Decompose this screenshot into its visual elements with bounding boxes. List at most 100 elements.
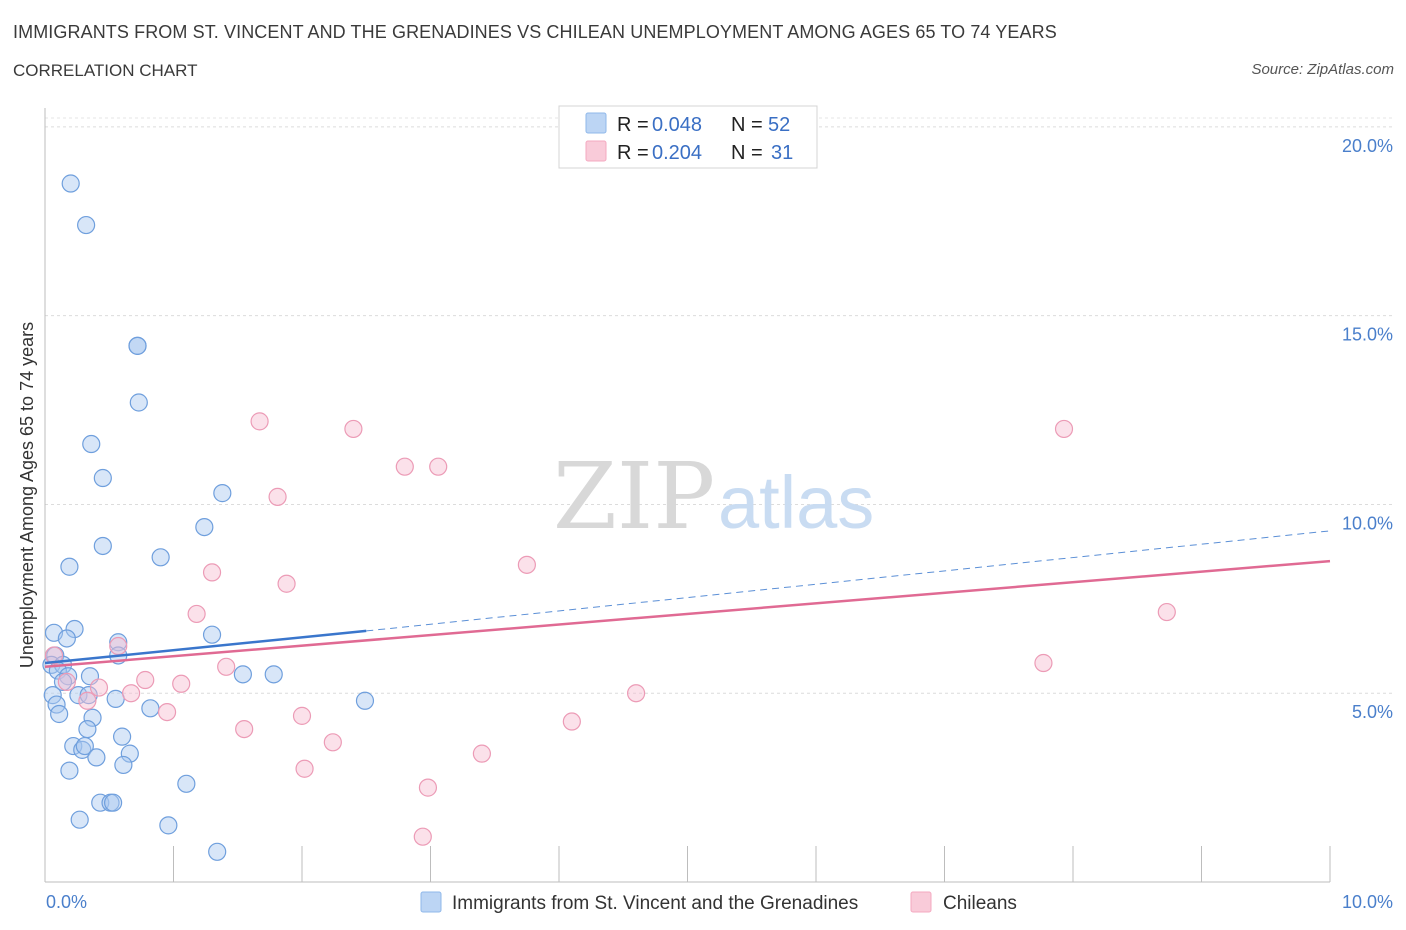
point-st-vincent (93, 536, 112, 556)
point-chilean (626, 684, 646, 703)
point-st-vincent (50, 704, 69, 724)
point-chilean (268, 487, 287, 506)
y-tick-label: 20.0% (1342, 136, 1393, 156)
y-tick-label: 15.0% (1342, 325, 1393, 345)
point-st-vincent (208, 842, 227, 861)
point-st-vincent (70, 810, 89, 829)
point-chilean (78, 691, 97, 710)
point-chilean (136, 670, 155, 690)
point-st-vincent (202, 625, 222, 644)
point-st-vincent (128, 336, 147, 355)
point-chilean (44, 646, 64, 665)
point-st-vincent (112, 727, 132, 746)
point-st-vincent (82, 434, 101, 454)
stats-legend: R = 0.048 N = 52 R = 0.204 N = 31 (558, 105, 818, 169)
point-chilean (89, 678, 109, 697)
point-chilean (250, 412, 269, 431)
point-st-vincent (78, 719, 97, 739)
legend-r-value: 0.048 (652, 114, 702, 136)
legend-swatch-blue (585, 112, 607, 134)
point-st-vincent (151, 548, 170, 567)
point-chilean (472, 744, 491, 763)
point-st-vincent (59, 667, 78, 686)
point-st-vincent (141, 699, 160, 718)
point-chilean (172, 674, 191, 693)
point-chilean (295, 759, 314, 778)
legend-swatch-pink (585, 140, 607, 162)
point-chilean (57, 672, 76, 691)
trend-lines (44, 530, 1331, 669)
point-chilean (292, 706, 312, 725)
grid-lines (45, 117, 1392, 694)
axes: 5.0% 10.0% 15.0% 20.0% 0.0% 10.0% (44, 108, 1393, 912)
point-st-vincent (120, 744, 139, 763)
point-chilean (562, 712, 581, 731)
y-tick-label: 10.0% (1342, 513, 1393, 533)
watermark: ZIP atlas (553, 443, 874, 550)
point-st-vincent (79, 686, 98, 705)
chart-title: IMMIGRANTS FROM ST. VINCENT AND THE GREN… (13, 22, 1057, 42)
point-st-vincent (60, 761, 79, 780)
point-chilean (157, 702, 177, 722)
point-chilean (429, 457, 448, 476)
point-chilean (187, 604, 206, 624)
point-st-vincent (355, 691, 375, 710)
point-st-vincent (65, 619, 84, 639)
point-st-vincent (177, 774, 196, 793)
legend-n-value: 52 (768, 114, 790, 136)
legend-n-value: 31 (771, 142, 793, 164)
trendline-chileans (44, 559, 1331, 669)
point-chilean (323, 733, 342, 752)
point-chilean (235, 719, 254, 739)
point-st-vincent (93, 468, 112, 488)
y-axis-label: Unemployment Among Ages 65 to 74 years (17, 322, 37, 668)
point-st-vincent (195, 517, 214, 537)
point-chilean (121, 684, 141, 703)
bottom-legend-label: Chileans (943, 893, 1017, 914)
point-st-vincent (91, 793, 110, 812)
point-chilean (413, 827, 432, 846)
watermark-zip: ZIP (553, 443, 715, 550)
point-chilean (418, 778, 438, 797)
point-st-vincent (159, 816, 178, 835)
series-legend: Immigrants from St. Vincent and the Gren… (420, 891, 1017, 914)
chart-subtitle: CORRELATION CHART (13, 61, 198, 80)
legend-r-label: R = (617, 114, 649, 136)
trendline-st-vincent-extrapolated (366, 530, 1331, 632)
point-st-vincent (61, 174, 80, 193)
point-st-vincent (43, 686, 62, 705)
bottom-legend-swatch-pink (910, 891, 932, 913)
x-tick-label: 10.0% (1342, 892, 1393, 912)
point-st-vincent (57, 629, 76, 648)
point-st-vincent (114, 755, 133, 775)
watermark-atlas: atlas (718, 461, 874, 544)
point-chilean (1034, 653, 1053, 673)
point-chilean (1157, 602, 1176, 622)
point-st-vincent (69, 686, 88, 705)
point-st-vincent (233, 665, 252, 684)
point-chilean (109, 636, 128, 656)
legend-r-label: R = (617, 142, 649, 164)
bottom-legend-swatch-blue (420, 891, 442, 913)
legend-n-label: N = (731, 114, 763, 136)
point-chilean (344, 419, 363, 439)
y-tick-label: 5.0% (1352, 702, 1393, 722)
point-st-vincent (264, 665, 283, 684)
scatter-points (42, 174, 1176, 861)
point-chilean (395, 457, 414, 476)
point-st-vincent (213, 484, 232, 503)
point-st-vincent (77, 215, 96, 235)
x-tick-label: 0.0% (46, 892, 87, 912)
point-st-vincent (75, 736, 94, 756)
point-chilean (277, 574, 296, 593)
point-st-vincent (87, 748, 106, 767)
point-chilean (1054, 419, 1074, 439)
point-st-vincent (83, 708, 102, 727)
point-st-vincent (104, 793, 123, 812)
trendline-st-vincent (44, 629, 367, 665)
point-st-vincent (106, 689, 125, 708)
legend-n-label: N = (731, 142, 763, 164)
point-st-vincent (60, 557, 79, 576)
legend-r-value: 0.204 (652, 142, 702, 164)
